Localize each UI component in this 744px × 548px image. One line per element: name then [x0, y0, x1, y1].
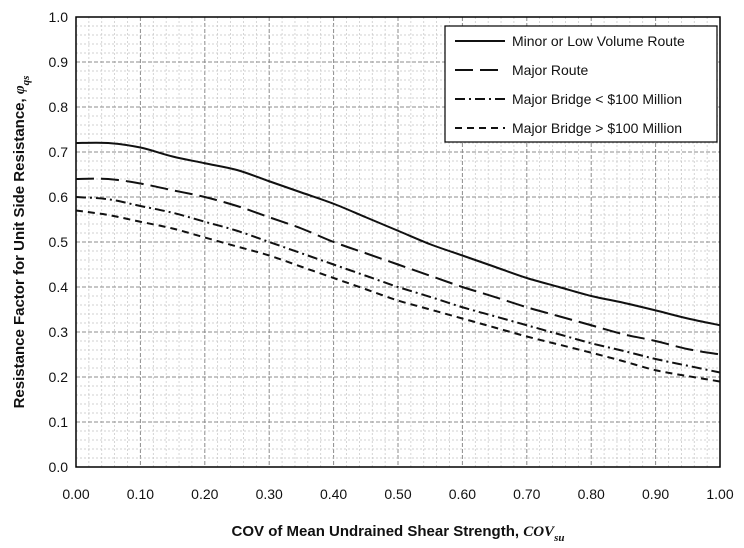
x-tick-label: 0.70 — [513, 486, 540, 502]
y-tick-label: 0.9 — [49, 54, 69, 70]
y-tick-label: 0.4 — [49, 279, 69, 295]
y-tick-label: 0.3 — [49, 324, 69, 340]
series-line-3 — [75, 196, 721, 374]
y-axis-title-text: Resistance Factor for Unit Side Resistan… — [11, 94, 28, 408]
x-tick-label: 0.90 — [642, 486, 669, 502]
x-axis-title-subscript: su — [553, 532, 564, 544]
series-line-1 — [75, 141, 721, 327]
y-axis-title-symbol: φ — [12, 85, 28, 94]
x-tick-label: 0.80 — [578, 486, 605, 502]
x-tick-label: 0.50 — [384, 486, 411, 502]
y-tick-label: 0.6 — [49, 189, 69, 205]
x-axis-title-text: COV of Mean Undrained Shear Strength, — [232, 523, 524, 540]
y-tick-label: 0.7 — [49, 144, 69, 160]
y-tick-label: 0.5 — [49, 234, 69, 250]
y-tick-label: 0.2 — [49, 369, 69, 385]
x-tick-label: 0.20 — [191, 486, 218, 502]
y-tick-label: 0.8 — [49, 99, 69, 115]
x-axis-title-symbol: COV — [523, 524, 556, 540]
legend: Minor or Low Volume Route Major Route Majo… — [444, 25, 718, 143]
series-line-4 — [75, 209, 721, 383]
y-tick-label: 0.1 — [49, 414, 69, 430]
x-tick-label: 0.10 — [127, 486, 154, 502]
x-tick-label: 0.60 — [449, 486, 476, 502]
legend-label-4: Major Bridge > $100 Million — [512, 120, 682, 136]
legend-label-2: Major Route — [512, 62, 588, 78]
series-line-2 — [75, 177, 721, 356]
y-axis-title-subscript: qs — [20, 76, 32, 86]
y-tick-labels: 0.0 0.1 0.2 0.3 0.4 0.5 0.6 0.7 0.8 0.9 1.0 — [49, 9, 69, 475]
x-axis-title: COV of Mean Undrained Shear Strength, CO… — [232, 523, 565, 544]
x-tick-labels: 0.00 0.10 0.20 0.30 0.40 0.50 0.60 0.70 0.80 0.90… — [62, 486, 733, 502]
y-tick-label: 1.0 — [49, 9, 69, 25]
x-tick-label: 0.00 — [62, 486, 89, 502]
legend-label-1: Minor or Low Volume Route — [512, 33, 685, 49]
x-tick-label: 1.00 — [706, 486, 733, 502]
x-tick-label: 0.40 — [320, 486, 347, 502]
plot-area-frame — [75, 16, 721, 468]
x-tick-label: 0.30 — [256, 486, 283, 502]
series-lines — [75, 141, 721, 383]
y-tick-label: 0.0 — [49, 459, 69, 475]
y-axis-title: Resistance Factor for Unit Side Resistan… — [11, 76, 32, 409]
legend-box — [444, 25, 718, 143]
legend-label-3: Major Bridge < $100 Million — [512, 91, 682, 107]
